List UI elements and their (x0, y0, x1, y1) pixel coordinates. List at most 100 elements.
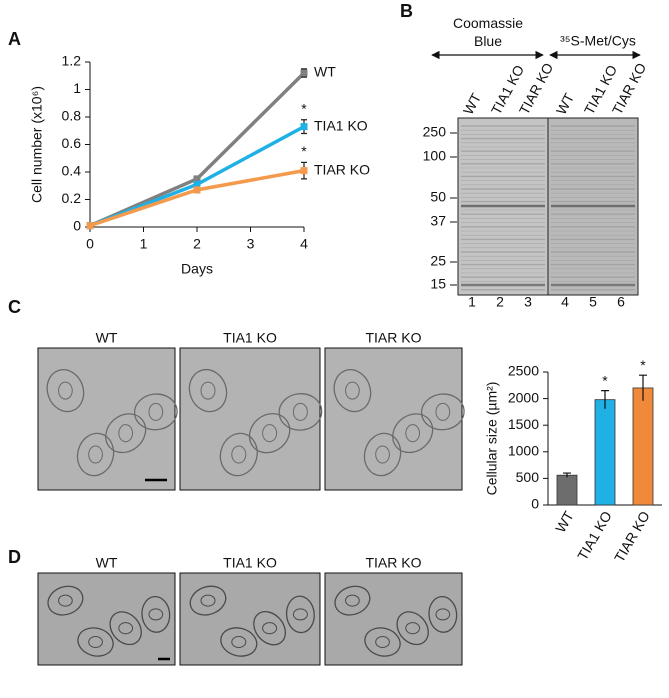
error-bar (601, 390, 609, 409)
lane-number: 6 (617, 294, 625, 310)
cell (76, 432, 115, 477)
y-tick-label: 0.8 (62, 108, 82, 124)
nucleus (262, 622, 278, 635)
nucleus (88, 445, 103, 464)
data-point (300, 123, 308, 131)
y-tick-label: 0.4 (62, 163, 82, 179)
data-point (86, 222, 94, 230)
series-line (89, 71, 306, 228)
significance-star: * (640, 357, 646, 373)
micrograph (324, 572, 463, 666)
nucleus (231, 445, 247, 464)
lane-label: WT (460, 90, 485, 117)
x-tick-label: 4 (300, 236, 308, 252)
y-tick-label: 1000 (508, 443, 539, 459)
series-label: TIA1 KO (314, 117, 368, 133)
bar (556, 474, 578, 506)
panel-label: A (8, 29, 21, 49)
y-tick-label: 2500 (508, 363, 539, 379)
data-point (193, 175, 201, 183)
nucleus (375, 635, 390, 649)
lane-number: 1 (468, 294, 476, 310)
micrograph-label: TIA1 KO (223, 555, 277, 571)
y-tick-label: 0.2 (62, 190, 82, 206)
cell (188, 368, 228, 413)
nucleus (58, 594, 73, 607)
lane-label: WT (553, 90, 578, 117)
series-label: WT (314, 64, 336, 80)
nucleus (118, 424, 134, 443)
cell (396, 611, 429, 646)
series-label: TIAR KO (314, 161, 370, 177)
nucleus (88, 635, 103, 649)
cell (189, 585, 227, 616)
nucleus (292, 402, 308, 421)
significance-star: * (301, 143, 307, 159)
marker-label: 100 (423, 148, 447, 164)
micrograph-label: TIAR KO (365, 555, 421, 571)
nucleus (375, 445, 390, 464)
lane-number: 2 (496, 294, 504, 310)
data-point (193, 186, 201, 194)
x-tick-label: TIAR KO (611, 508, 653, 565)
micrograph-label: TIAR KO (365, 330, 421, 346)
panel-label: B (400, 1, 413, 21)
lane-number: 3 (524, 294, 532, 310)
marker-label: 250 (423, 124, 447, 140)
cell (220, 627, 258, 657)
y-tick-label: 1.2 (62, 53, 82, 69)
cell (77, 627, 114, 657)
micrograph (179, 347, 321, 491)
cell (219, 432, 258, 477)
cell (253, 611, 287, 646)
micrograph-label: WT (96, 555, 118, 571)
micrograph (179, 572, 321, 666)
y-tick-label: 0 (73, 218, 81, 234)
cell (392, 413, 434, 454)
significance-star: * (301, 100, 307, 116)
y-tick-label: 2000 (508, 389, 539, 405)
cell (333, 369, 372, 413)
nucleus (200, 381, 216, 400)
data-point (193, 180, 201, 188)
x-tick-label: 0 (86, 236, 94, 252)
nucleus (435, 608, 451, 621)
cell (248, 413, 291, 454)
x-tick-label: WT (552, 508, 577, 535)
y-tick-label: 1 (73, 80, 81, 96)
panel-label: D (8, 547, 21, 567)
nucleus (292, 608, 308, 621)
gel-stain-label: Coomassie Blue (452, 15, 524, 49)
x-axis-label: Days (181, 261, 213, 277)
lane-number: 5 (589, 294, 597, 310)
cell (46, 369, 85, 413)
y-tick-label: 0 (531, 496, 539, 512)
cell (133, 393, 178, 431)
nucleus (200, 594, 216, 607)
nucleus (262, 424, 278, 443)
nucleus (345, 381, 360, 400)
x-tick-label: TIA1 KO (574, 508, 615, 563)
cell (109, 611, 142, 646)
marker-label: 50 (430, 189, 446, 205)
data-point (300, 167, 308, 175)
cell (428, 595, 458, 633)
lane-number: 4 (561, 294, 569, 310)
x-tick-label: 2 (193, 236, 201, 252)
panel-label: C (8, 297, 21, 317)
micrograph (324, 347, 463, 491)
bar (632, 387, 654, 506)
x-tick-label: 3 (247, 236, 255, 252)
cell (105, 413, 147, 454)
significance-star: * (602, 372, 608, 388)
bar (594, 399, 616, 506)
micrograph (37, 572, 176, 666)
nucleus (148, 402, 164, 421)
marker-label: 37 (430, 213, 446, 229)
cell (420, 393, 465, 431)
y-tick-label: 0.6 (62, 135, 82, 151)
y-axis-label: Cell number (x10⁶) (29, 86, 45, 203)
micrograph (37, 347, 176, 491)
marker-label: 15 (430, 276, 446, 292)
